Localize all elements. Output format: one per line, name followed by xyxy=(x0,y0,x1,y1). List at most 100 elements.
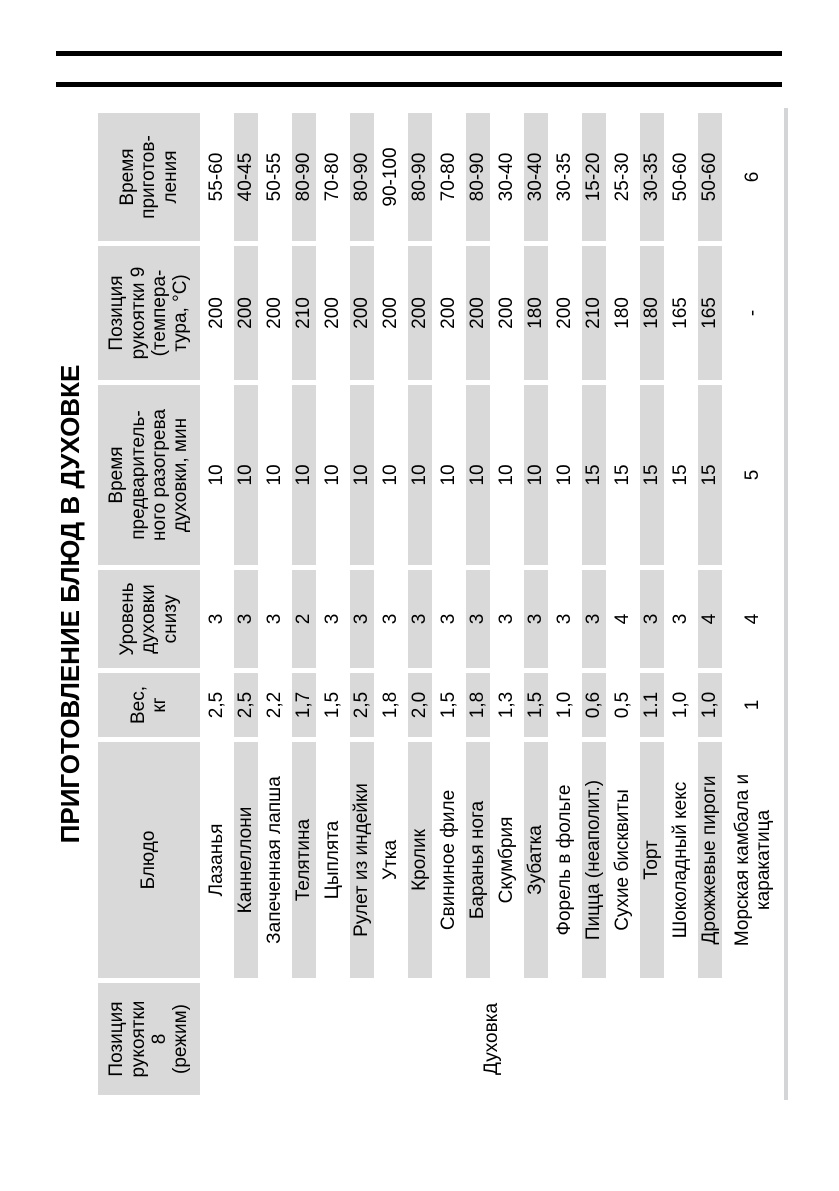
oven-level-cell: 3 xyxy=(438,613,460,625)
preheat-time-cell: 10 xyxy=(292,385,316,565)
dish-cell: Шоколадный кекс xyxy=(670,781,692,939)
preheat-time-cell: 5 xyxy=(742,469,764,481)
table-row: Баранья нога 1,8 3 10 200 80-90 xyxy=(466,113,490,1095)
knob9-temp-cell: 200 xyxy=(264,297,286,329)
column-header-knob9-temp: Позиция рукоятки 9 (темпера- тура, °C) xyxy=(98,246,200,380)
preheat-time-cell: 10 xyxy=(322,464,344,486)
preheat-time-cell: 10 xyxy=(264,464,286,486)
cook-time-cell: 30-35 xyxy=(554,152,576,202)
cook-time-cell: 50-60 xyxy=(670,152,692,202)
oven-level-cell: 4 xyxy=(612,613,634,625)
cook-time-cell: 50-55 xyxy=(264,152,286,202)
cook-time-cell: 80-90 xyxy=(350,113,374,241)
table-row: Шоколадный кекс 1,0 3 15 165 50-60 xyxy=(669,113,693,1095)
cook-time-cell: 6 xyxy=(742,171,764,183)
table-row: Дрожжевые пироги 1,0 4 15 165 50-60 xyxy=(698,113,722,1095)
oven-level-cell: 3 xyxy=(206,613,228,625)
weight-cell: 1.1 xyxy=(640,673,664,737)
dish-cell: Каннеллони xyxy=(234,742,258,978)
weight-cell: 1,5 xyxy=(438,691,460,719)
knob9-temp-cell: 200 xyxy=(380,297,402,329)
cook-time-cell: 90-100 xyxy=(380,147,402,207)
dish-cell: Утка xyxy=(380,839,402,881)
dish-cell: Телятина xyxy=(292,742,316,978)
table-row: Телятина 1,7 2 10 210 80-90 xyxy=(292,113,316,1095)
oven-level-cell: 3 xyxy=(380,613,402,625)
weight-cell: 1,7 xyxy=(292,673,316,737)
weight-cell: 1,0 xyxy=(698,673,722,737)
cook-time-cell: 80-90 xyxy=(408,113,432,241)
column-header-dish: Блюдо xyxy=(98,742,200,978)
weight-cell: 1,8 xyxy=(380,691,402,719)
oven-level-cell: 2 xyxy=(292,570,316,668)
table-row: Утка 1,8 3 10 200 90-100 xyxy=(379,113,403,1095)
knob9-temp-cell: 200 xyxy=(496,297,518,329)
preheat-time-cell: 10 xyxy=(466,385,490,565)
preheat-time-cell: 10 xyxy=(350,385,374,565)
oven-level-cell: 3 xyxy=(350,570,374,668)
dish-cell: Баранья нога xyxy=(466,742,490,978)
cook-time-cell: 40-45 xyxy=(234,113,258,241)
table-row: Свининое филе 1,5 3 10 200 70-80 xyxy=(437,113,461,1095)
knob9-temp-cell: 200 xyxy=(408,246,432,380)
cook-time-cell: 70-80 xyxy=(322,152,344,202)
oven-level-cell: 3 xyxy=(264,613,286,625)
preheat-time-cell: 10 xyxy=(554,464,576,486)
cook-time-cell: 80-90 xyxy=(466,113,490,241)
column-header-cook-time: Время приготов- ления xyxy=(98,113,200,241)
weight-cell: 1,5 xyxy=(322,691,344,719)
table-row: Кролик 2,0 3 10 200 80-90 xyxy=(408,113,432,1095)
cook-time-cell: 50-60 xyxy=(698,113,722,241)
table-row: Духовка Лазанья 2,5 3 10 200 55-60 xyxy=(205,113,779,1095)
table-header-row: Позиция рукоятки 8 (режим) Блюдо Вес, кг… xyxy=(98,113,200,1095)
dish-cell: Свининое филе xyxy=(438,789,460,931)
cook-time-cell: 25-30 xyxy=(612,152,634,202)
preheat-time-cell: 10 xyxy=(438,464,460,486)
weight-cell: 1,8 xyxy=(466,673,490,737)
oven-level-cell: 4 xyxy=(698,570,722,668)
oven-level-cell: 3 xyxy=(640,570,664,668)
knob9-temp-cell: 180 xyxy=(640,246,664,380)
table-row: Зубатка 1,5 3 10 180 30-40 xyxy=(524,113,548,1095)
dish-cell: Скумбрия xyxy=(496,816,518,904)
weight-cell: 0,6 xyxy=(582,673,606,737)
cook-time-cell: 30-35 xyxy=(640,113,664,241)
table-row: Торт 1.1 3 15 180 30-35 xyxy=(640,113,664,1095)
knob9-temp-cell: 200 xyxy=(234,246,258,380)
dish-cell: Зубатка xyxy=(524,742,548,978)
table-body: Духовка Лазанья 2,5 3 10 200 55-60 Каннеллони 2,… xyxy=(205,113,779,1095)
oven-level-cell: 3 xyxy=(670,613,692,625)
knob9-temp-cell: 200 xyxy=(322,297,344,329)
table-row: Пицца (неаполит.) 0,6 3 15 210 15-20 xyxy=(582,113,606,1095)
cook-time-cell: 15-20 xyxy=(582,113,606,241)
knob9-temp-cell: 210 xyxy=(292,246,316,380)
preheat-time-cell: 10 xyxy=(524,385,548,565)
oven-level-cell: 3 xyxy=(582,570,606,668)
knob9-temp-cell: 165 xyxy=(698,246,722,380)
weight-cell: 2,0 xyxy=(408,673,432,737)
table-row: Морская камбала и каракатица 1 4 5 - 6 xyxy=(727,113,779,1095)
dish-cell: Торт xyxy=(640,742,664,978)
dish-cell: Запеченная лапша xyxy=(264,776,286,944)
oven-level-cell: 3 xyxy=(554,613,576,625)
table-row: Каннеллони 2,5 3 10 200 40-45 xyxy=(234,113,258,1095)
oven-level-cell: 3 xyxy=(322,613,344,625)
cook-time-cell: 30-40 xyxy=(524,113,548,241)
oven-cooking-table: Позиция рукоятки 8 (режим) Блюдо Вес, кг… xyxy=(93,108,788,1100)
knob9-temp-cell: 200 xyxy=(438,297,460,329)
table-row: Цыплята 1,5 3 10 200 70-80 xyxy=(321,113,345,1095)
table-row: Сухие бисквиты 0,5 4 15 180 25-30 xyxy=(611,113,635,1095)
weight-cell: 2,5 xyxy=(350,673,374,737)
weight-cell: 1 xyxy=(742,699,764,711)
oven-level-cell: 3 xyxy=(496,613,518,625)
cook-time-cell: 80-90 xyxy=(292,113,316,241)
dish-cell: Лазанья xyxy=(206,823,228,897)
preheat-time-cell: 15 xyxy=(698,385,722,565)
knob9-temp-cell: - xyxy=(742,309,764,317)
column-header-weight: Вес, кг xyxy=(98,673,200,737)
preheat-time-cell: 15 xyxy=(640,385,664,565)
column-header-preheat: Время предваритель- ного разогрева духов… xyxy=(98,385,200,565)
preheat-time-cell: 10 xyxy=(408,385,432,565)
preheat-time-cell: 15 xyxy=(582,385,606,565)
